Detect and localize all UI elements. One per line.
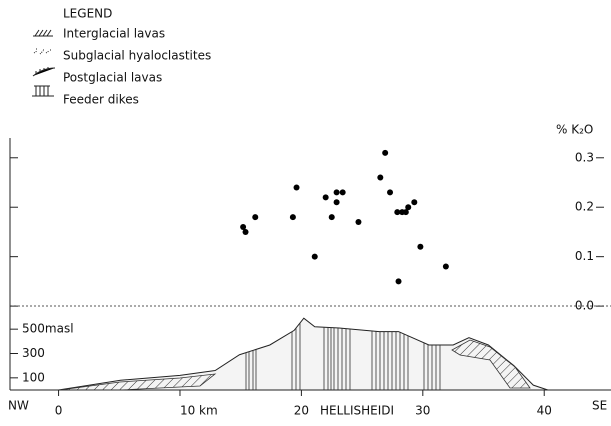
x-tick-label: 30 bbox=[415, 404, 430, 418]
data-point bbox=[355, 219, 362, 226]
data-point bbox=[252, 214, 259, 221]
x-end-label: NW bbox=[8, 399, 29, 413]
data-point bbox=[333, 199, 340, 206]
data-point bbox=[240, 224, 247, 230]
y-tick-label: 0.3 bbox=[575, 150, 594, 164]
elev-tick-label: 100 bbox=[22, 370, 45, 384]
data-point bbox=[395, 278, 402, 285]
y-tick-label: 0.1 bbox=[575, 249, 594, 263]
data-point bbox=[411, 199, 418, 206]
data-point bbox=[293, 184, 300, 191]
legend-label: Interglacial lavas bbox=[63, 27, 165, 41]
x-tick-label: 40 bbox=[537, 404, 552, 418]
data-point bbox=[333, 189, 340, 196]
data-point bbox=[402, 209, 409, 216]
y-tick-label: 0.0 bbox=[575, 299, 594, 313]
interglacial-lava bbox=[451, 339, 531, 389]
legend-label: Feeder dikes bbox=[63, 93, 139, 107]
data-point bbox=[328, 214, 335, 221]
annotation: HELLISHEIDI bbox=[320, 404, 394, 418]
data-point bbox=[382, 149, 389, 156]
legend-icon bbox=[32, 29, 56, 97]
y-tick-label: 0.2 bbox=[575, 200, 594, 214]
data-point bbox=[311, 253, 318, 260]
legend-title: LEGEND bbox=[63, 7, 112, 21]
data-point bbox=[387, 189, 394, 196]
x-tick-label: 10 km bbox=[180, 404, 218, 418]
x-tick-label: 0 bbox=[55, 404, 63, 418]
data-point bbox=[405, 204, 412, 211]
legend: LEGEND bbox=[32, 7, 112, 97]
legend-label: Postglacial lavas bbox=[63, 71, 162, 85]
data-point bbox=[417, 243, 424, 250]
data-point bbox=[377, 174, 384, 181]
x-end-label: SE bbox=[592, 399, 607, 413]
elev-tick-label: 300 bbox=[22, 346, 45, 360]
data-point bbox=[322, 194, 329, 201]
legend-label: Subglacial hyaloclastites bbox=[63, 49, 211, 63]
data-point bbox=[339, 189, 346, 196]
interglacial-lava bbox=[59, 373, 217, 391]
x-tick-label: 20 bbox=[294, 404, 309, 418]
elev-tick-label: 500masl bbox=[22, 322, 74, 336]
data-point bbox=[289, 214, 296, 221]
data-point bbox=[242, 228, 249, 235]
y-axis-label: % K₂O bbox=[556, 123, 593, 137]
data-point bbox=[442, 263, 449, 270]
data-point bbox=[394, 209, 401, 216]
